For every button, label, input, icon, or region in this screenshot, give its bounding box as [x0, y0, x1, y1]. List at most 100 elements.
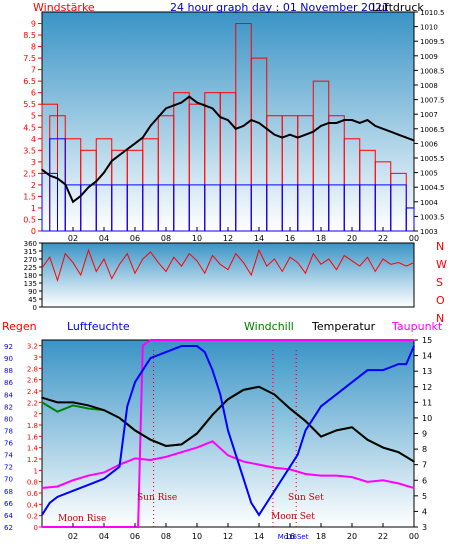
dir-y-tick-label: 180 [24, 272, 37, 280]
temperature-point [149, 438, 152, 441]
temperature-point [366, 438, 369, 441]
pressure-point [273, 133, 276, 136]
wind-y-tick-label: 0.5 [23, 215, 36, 224]
temperature-point [413, 460, 415, 463]
temperature-point [289, 407, 291, 410]
dir-y-tick-label: 45 [28, 296, 37, 304]
rain-tick-label: 0 [34, 524, 38, 532]
dewpoint-point [103, 471, 105, 474]
rain-y-axis-ticks: 0 0.2 0.4 0.6 0.8 1 1.2 1.4 1.6 1.8 2 2.2 2.4 2.6 2.8 3… [27, 343, 42, 532]
humidity-tick-label: 86 [4, 379, 13, 387]
pressure-y-tick-label: 1007.5 [420, 97, 445, 105]
humidity-point [335, 393, 338, 396]
pressure-y-tick-label: 1003.5 [420, 213, 445, 221]
humidity-point [366, 369, 369, 371]
temperature-point [41, 396, 43, 399]
humidity-point [397, 363, 400, 365]
pressure-point [234, 128, 237, 130]
pressure-point [397, 133, 400, 136]
wind-y-tick-label: 1 [31, 204, 36, 213]
pressure-point [157, 116, 160, 118]
temperature-point [56, 401, 59, 404]
temperature-point [382, 446, 384, 449]
temperature-point [87, 404, 90, 407]
temp-tick-label: 5 [422, 492, 427, 501]
temp-tick-label: 12 [422, 383, 432, 392]
wind-y-tick-label: 0 [31, 227, 36, 236]
dewpoint-axis-title: Taupunkt [391, 320, 443, 333]
top-x-tick-label: 16 [285, 234, 295, 243]
pressure-point [126, 148, 129, 151]
humidity-point [48, 502, 51, 504]
pressure-point [219, 116, 222, 118]
pressure-line [41, 95, 415, 204]
pressure-y-tick-label: 1010.5 [420, 9, 445, 17]
humidity-point [165, 351, 167, 353]
temp-tick-label: 6 [422, 476, 427, 485]
humidity-tick-label: 62 [4, 524, 13, 532]
temperature-point [134, 429, 136, 432]
compass-letter: N [436, 240, 444, 253]
pressure-point [141, 136, 144, 139]
pressure-point [41, 168, 43, 171]
dir-y-tick-label: 315 [24, 248, 37, 256]
top-x-tick-label: 00 [409, 234, 419, 243]
wind-y-axis-ticks: 0 0.5 1 1.5 2 2.5 3 3.5 4 4.5 5 5.5 6 6.5 7 7.5 8 8.5 9 [23, 20, 42, 236]
wind-direction-path [41, 248, 415, 283]
humidity-tick-label: 70 [4, 476, 13, 484]
temperature-point [242, 389, 245, 391]
rain-tick-label: 2 [34, 411, 38, 419]
pressure-point [289, 133, 291, 136]
bottom-x-tick-label: 04 [99, 532, 109, 541]
pressure-point [64, 183, 67, 186]
pressure-point [134, 142, 136, 145]
bottom-x-tick-label: 22 [378, 532, 388, 541]
humidity-point [118, 465, 121, 468]
humidity-point [312, 417, 315, 420]
top-x-tick-label: 06 [130, 234, 140, 243]
temp-humidity-chart: Regen Luftfeuchte Windchill Temperatur T… [2, 320, 443, 541]
temp-tick-label: 11 [422, 398, 432, 407]
temperature-y-axis-ticks: 3 4 5 6 7 8 9 10 11 12 13 14 15 [414, 336, 432, 532]
pressure-point [149, 125, 152, 127]
humidity-tick-label: 82 [4, 403, 13, 411]
temp-humidity-lines [41, 339, 415, 528]
top-x-tick-label: 02 [68, 234, 78, 243]
bottom-x-tick-label: 10 [192, 532, 202, 541]
windchill-axis-title: Windchill [244, 320, 294, 333]
temperature-point [258, 385, 260, 388]
wind-y-tick-label: 6 [31, 89, 36, 98]
pressure-point [405, 136, 408, 139]
bottom-x-tick-label: 02 [68, 532, 78, 541]
humidity-point [227, 429, 229, 432]
pressure-point [165, 107, 167, 110]
dewpoint-point [351, 476, 353, 478]
pressure-y-tick-label: 1009 [420, 53, 438, 61]
bottom-x-tick-label: 06 [130, 532, 140, 541]
dewpoint-point [366, 481, 369, 483]
moon-set-axis-label: Mo16Set [278, 533, 309, 541]
pressure-y-tick-label: 1006.5 [420, 126, 445, 134]
temperature-point [118, 417, 121, 419]
pressure-y-tick-label: 1008 [420, 82, 438, 90]
temperature-point [211, 414, 214, 416]
humidity-point [103, 477, 105, 480]
humidity-tick-label: 66 [4, 500, 13, 508]
rain-point [41, 526, 43, 528]
dir-y-tick-label: 135 [24, 280, 37, 288]
pressure-point [358, 122, 361, 124]
pressure-point [203, 104, 206, 107]
pressure-point [327, 122, 330, 124]
rain-axis-title: Regen [2, 320, 37, 333]
pressure-point [79, 195, 82, 197]
temp-tick-label: 8 [422, 445, 427, 454]
rain-tick-label: 2.2 [27, 399, 38, 407]
rain-tick-label: 0.8 [27, 479, 38, 487]
pressure-y-tick-label: 1006 [420, 140, 438, 148]
moon-rise-label: Moon Rise [58, 514, 106, 524]
wind-y-tick-label: 6.5 [23, 77, 36, 86]
top-x-tick-label: 10 [192, 234, 202, 243]
pressure-point [312, 130, 315, 133]
